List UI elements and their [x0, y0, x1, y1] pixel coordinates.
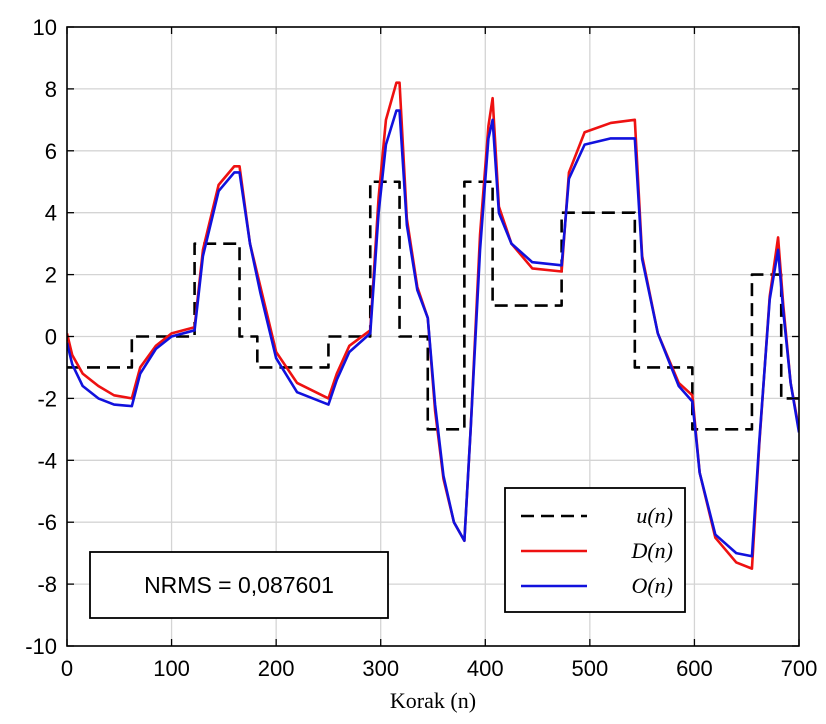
nrms-annotation: NRMS = 0,087601	[89, 551, 389, 619]
series-line-u	[67, 180, 799, 431]
nrms-text: NRMS = 0,087601	[144, 572, 334, 598]
legend: u(n) D(n) O(n)	[504, 487, 686, 613]
y-tick-label: 10	[33, 15, 57, 40]
legend-label: u(n)	[636, 503, 673, 528]
y-tick-label: 4	[45, 201, 57, 226]
y-tick-label: 8	[45, 77, 57, 102]
y-tick-label: -10	[25, 634, 57, 659]
y-tick-label: -2	[37, 386, 57, 411]
legend-label: O(n)	[631, 573, 673, 598]
tick-labels: 0 100 200 300 400 500 600 700 -10 -8 -6 -4 -2 0 2 4 6 8 10	[25, 15, 817, 681]
x-tick-label: 300	[362, 656, 399, 681]
x-tick-label: 100	[153, 656, 190, 681]
y-tick-label: 6	[45, 139, 57, 164]
y-tick-label: -4	[37, 448, 57, 473]
x-tick-label: 500	[571, 656, 608, 681]
x-axis-label: Korak (n)	[390, 688, 476, 713]
axes	[66, 26, 800, 647]
x-tick-label: 400	[467, 656, 504, 681]
y-tick-label: -6	[37, 510, 57, 535]
x-tick-label: 200	[258, 656, 295, 681]
x-tick-label: 700	[781, 656, 818, 681]
legend-label: D(n)	[630, 538, 673, 563]
series-line-o	[67, 109, 799, 558]
y-tick-label: -8	[37, 572, 57, 597]
y-tick-label: 0	[45, 325, 57, 350]
series-layer	[67, 81, 799, 570]
annotation-box	[89, 551, 389, 619]
y-tick-label: 2	[45, 263, 57, 288]
x-tick-label: 600	[676, 656, 713, 681]
x-tick-label: 0	[61, 656, 73, 681]
